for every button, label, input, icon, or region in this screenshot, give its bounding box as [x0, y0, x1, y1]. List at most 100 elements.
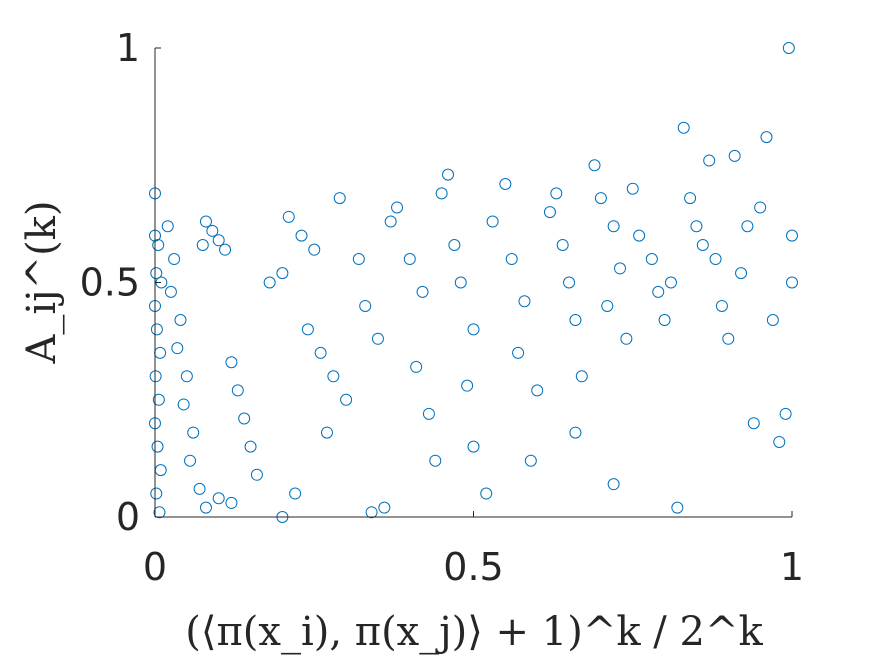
- scatter-point: [607, 220, 620, 233]
- scatter-point: [614, 262, 627, 275]
- scatter-point: [715, 299, 728, 312]
- scatter-point: [416, 285, 429, 298]
- scatter-point: [607, 478, 620, 491]
- scatter-point: [594, 192, 607, 205]
- scatter-point: [177, 398, 190, 411]
- scatter-point: [365, 506, 378, 519]
- scatter-point: [569, 314, 582, 327]
- scatter-point: [531, 384, 544, 397]
- scatter-point: [150, 487, 163, 500]
- scatter-point: [150, 267, 163, 280]
- scatter-point: [709, 253, 722, 266]
- scatter-point: [664, 276, 677, 289]
- scatter-point: [225, 356, 238, 369]
- x-tick-label: 0.5: [443, 545, 503, 589]
- x-axis-label: (⟨π(x_i), π(x_j)⟩ + 1)^k / 2^k: [185, 609, 763, 655]
- scatter-point: [786, 276, 798, 289]
- scatter-point: [295, 229, 308, 242]
- scatter-point: [371, 332, 384, 345]
- scatter-point: [467, 323, 480, 336]
- scatter-point: [333, 192, 346, 205]
- scatter-point: [231, 384, 244, 397]
- scatter-point: [766, 314, 779, 327]
- scatter-point: [238, 412, 251, 425]
- scatter-point: [448, 238, 461, 251]
- scatter-point: [467, 440, 480, 453]
- scatter-point: [340, 393, 353, 406]
- y-tick-label: 1: [116, 26, 140, 70]
- scatter-point: [151, 440, 164, 453]
- scatter-point: [773, 435, 786, 448]
- scatter-point: [703, 154, 716, 167]
- scatter-point: [174, 314, 187, 327]
- scatter-point: [588, 159, 601, 172]
- scatter-point: [620, 332, 633, 345]
- scatter-point: [199, 215, 212, 228]
- scatter-point: [314, 346, 327, 359]
- scatter-point: [556, 238, 569, 251]
- scatter-point: [422, 407, 435, 420]
- scatter-point: [677, 121, 690, 134]
- scatter-point: [391, 201, 404, 214]
- scatter-point: [633, 229, 646, 242]
- scatter-point: [505, 253, 518, 266]
- scatter-point: [747, 417, 760, 430]
- scatter-point: [454, 276, 467, 289]
- x-tick-label: 1: [780, 545, 804, 589]
- scatter-point: [199, 501, 212, 514]
- scatter-point: [196, 238, 209, 251]
- y-tick-label: 0: [116, 495, 140, 539]
- scatter-point: [569, 426, 582, 439]
- scatter-point: [171, 342, 184, 355]
- scatter-point: [384, 215, 397, 228]
- scatter-point: [754, 201, 767, 214]
- scatter-point: [658, 314, 671, 327]
- scatter-point: [149, 370, 162, 383]
- scatter-point: [684, 192, 697, 205]
- scatter-point: [193, 482, 206, 495]
- scatter-point: [403, 253, 416, 266]
- scatter-point: [320, 426, 333, 439]
- scatter-point: [512, 346, 525, 359]
- scatter-point: [786, 229, 798, 242]
- plot-area: [149, 42, 798, 523]
- scatter-point: [206, 224, 219, 237]
- scatter-point: [289, 487, 302, 500]
- scatter-point: [263, 276, 276, 289]
- scatter-point: [671, 501, 684, 514]
- scatter-point: [461, 379, 474, 392]
- scatter-point: [760, 131, 773, 144]
- scatter-point: [225, 496, 238, 509]
- scatter-point: [575, 370, 588, 383]
- scatter-point: [301, 323, 314, 336]
- scatter-point: [543, 206, 556, 219]
- scatter-point: [327, 370, 340, 383]
- x-ticks: 0 0.5 1: [143, 511, 804, 589]
- y-ticks: 00.51: [80, 26, 161, 539]
- scatter-point: [518, 295, 531, 308]
- y-axis-label: A_ij^(k): [19, 200, 65, 364]
- scatter-point: [779, 407, 792, 420]
- scatter-point: [728, 149, 741, 162]
- y-tick-label: 0.5: [80, 261, 140, 305]
- scatter-point: [153, 506, 166, 519]
- scatter-point: [429, 454, 442, 467]
- scatter-point: [150, 323, 163, 336]
- scatter-point: [212, 492, 225, 505]
- scatter-point: [410, 360, 423, 373]
- scatter-point: [180, 370, 193, 383]
- scatter-point: [652, 285, 665, 298]
- scatter-point: [563, 276, 576, 289]
- scatter-point: [154, 464, 167, 477]
- scatter-point: [378, 501, 391, 514]
- scatter-point: [244, 440, 257, 453]
- scatter-point: [184, 454, 197, 467]
- scatter-point: [499, 178, 512, 191]
- x-tick-label: 0: [143, 545, 167, 589]
- scatter-point: [276, 267, 289, 280]
- scatter-point: [524, 454, 537, 467]
- scatter-point: [696, 238, 709, 251]
- scatter-point: [152, 393, 165, 406]
- scatter-point: [154, 346, 167, 359]
